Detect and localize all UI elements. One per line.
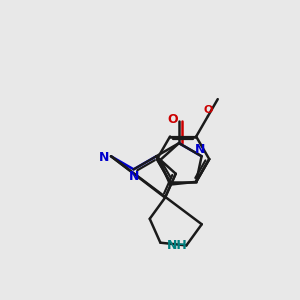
Text: O: O xyxy=(167,113,178,126)
Text: O: O xyxy=(203,105,213,115)
Text: NH: NH xyxy=(167,239,187,252)
Text: N: N xyxy=(195,143,205,156)
Text: N: N xyxy=(99,151,110,164)
Text: N: N xyxy=(129,170,140,183)
